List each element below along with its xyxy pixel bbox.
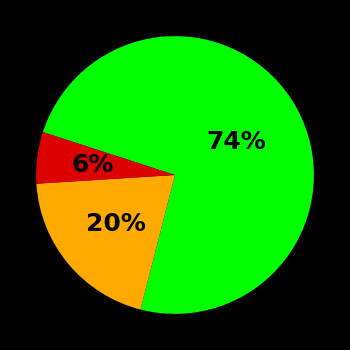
Text: 6%: 6% [71,153,113,176]
Wedge shape [36,132,175,184]
Text: 20%: 20% [86,212,146,236]
Text: 74%: 74% [206,130,266,154]
Wedge shape [36,175,175,309]
Wedge shape [43,36,314,314]
